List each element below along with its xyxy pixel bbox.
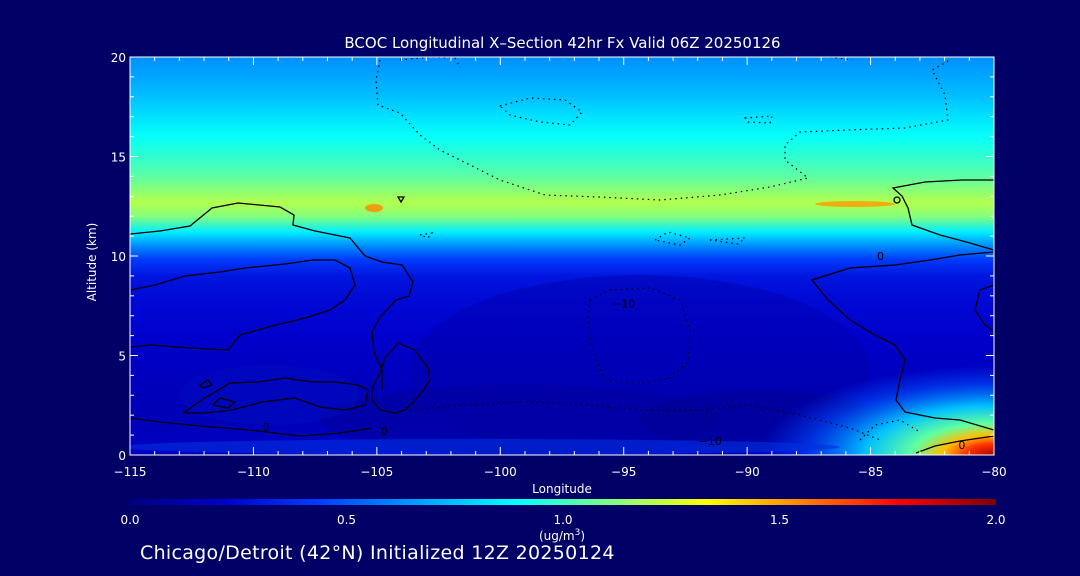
colorbar-tick-label: 0.0 <box>120 513 139 527</box>
colorbar-unit: (ug/m3) <box>538 528 586 543</box>
contour-line <box>198 379 214 389</box>
contour-line <box>893 196 901 204</box>
x-tick-label: −105 <box>360 465 393 479</box>
contour-line <box>130 202 414 390</box>
contour-label: 0 <box>381 425 388 438</box>
footer-caption: Chicago/Detroit (42°N) Initialized 12Z 2… <box>140 542 615 564</box>
contour-line <box>182 377 369 414</box>
y-axis-label: Altitude (km) <box>85 222 99 302</box>
x-tick-label: −115 <box>114 465 147 479</box>
low-concentration-region <box>320 385 720 455</box>
y-tick-label: 5 <box>118 350 126 364</box>
contour-line-dotted <box>498 97 583 126</box>
contour-label: −10 <box>699 435 722 448</box>
peak-spot <box>365 204 383 212</box>
x-tick-label: −110 <box>237 465 270 479</box>
chart-title: BCOC Longitudinal X–Section 42hr Fx Vali… <box>344 34 781 52</box>
y-tick-label: 0 <box>118 449 126 463</box>
x-tick-label: −80 <box>981 465 1006 479</box>
contour-line <box>891 179 994 251</box>
colorbar-tick-label: 2.0 <box>986 513 1005 527</box>
colorbar <box>130 499 996 505</box>
x-axis-label: Longitude <box>532 482 592 496</box>
contour-label: −10 <box>612 298 635 311</box>
peak-spot <box>815 201 895 207</box>
x-tick-label: −95 <box>611 465 636 479</box>
contour-line <box>130 259 356 351</box>
contour-label: 0 <box>877 250 884 263</box>
contour-line-dotted <box>399 57 461 69</box>
contour-line <box>371 342 431 414</box>
colorbar-tick-label: 1.0 <box>553 513 572 527</box>
contour-label: 0 <box>262 421 269 434</box>
contour-line <box>915 435 994 454</box>
contour-line <box>974 284 994 333</box>
contour-label: 0 <box>958 439 965 452</box>
contour-line <box>396 196 406 204</box>
y-tick-label: 15 <box>111 151 126 165</box>
contour-line <box>130 417 373 437</box>
contour-line-dotted <box>375 59 951 201</box>
contour-line-dotted <box>587 287 691 385</box>
contour-line <box>810 251 994 431</box>
contour-line-dotted <box>417 232 434 239</box>
y-tick-label: 20 <box>111 51 126 65</box>
x-tick-label: −100 <box>484 465 517 479</box>
surface-hotspot <box>760 365 994 455</box>
colorbar-tick-label: 1.5 <box>770 513 789 527</box>
colorbar-tick-label: 0.5 <box>337 513 356 527</box>
contour-line-dotted <box>829 57 853 61</box>
x-tick-label: −85 <box>858 465 883 479</box>
contour-line-dotted <box>709 237 747 245</box>
contour-line <box>212 397 237 409</box>
surface-band <box>130 439 840 455</box>
x-tick-label: −90 <box>734 465 759 479</box>
low-concentration-region <box>180 365 360 425</box>
contour-line-dotted <box>743 115 773 124</box>
contour-line-dotted <box>859 419 921 441</box>
y-tick-label: 10 <box>111 250 126 264</box>
